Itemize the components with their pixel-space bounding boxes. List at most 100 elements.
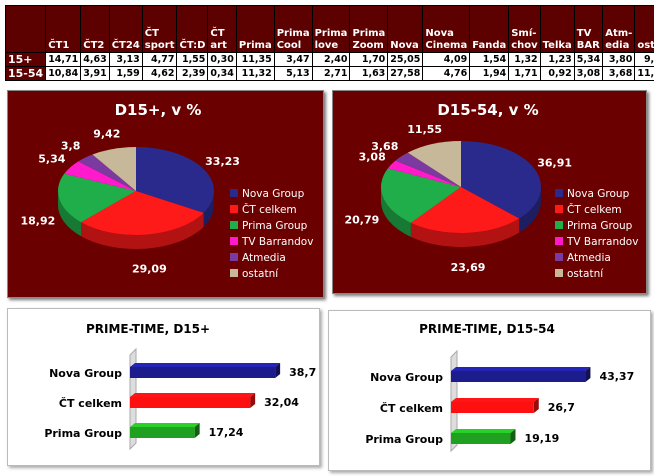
table-cell: 1,70 <box>349 52 389 67</box>
pie-slice <box>92 147 136 191</box>
table-cell: 5,34 <box>573 52 604 67</box>
table-cell: 1,23 <box>539 52 575 67</box>
pie-slice <box>461 141 541 219</box>
table-cell: 4,76 <box>422 66 471 81</box>
pie-slice <box>136 147 215 213</box>
table-cell: 2,39 <box>176 66 209 81</box>
bar <box>451 371 586 382</box>
legend-swatch <box>230 269 238 277</box>
column-header: TV BAR <box>573 5 604 53</box>
table-cell: 4,63 <box>80 52 110 67</box>
bar-side <box>585 367 591 382</box>
column-header: Prima Cool <box>273 5 313 53</box>
pie-slice-side <box>519 187 541 233</box>
column-header: ČT1 <box>45 5 82 53</box>
legend-entry: TV Barrandov <box>241 236 313 248</box>
chart-title: D15+, v % <box>115 101 202 119</box>
table-cell: 2,71 <box>311 66 351 81</box>
bar-top <box>451 367 591 371</box>
pie-slice <box>395 152 461 187</box>
bar-side <box>250 393 256 408</box>
pie-slice <box>410 187 520 233</box>
column-header: Fanda <box>469 5 510 53</box>
ratings-table: ČT1 ČT2 ČT24 ČT sport ČT:D ČT art Prima Prima Cool… <box>4 5 654 81</box>
bar <box>130 427 195 438</box>
column-header: Prima Zoom <box>349 5 389 53</box>
bar-side <box>275 363 281 378</box>
legend-entry: ČT celkem <box>567 203 622 216</box>
bar <box>451 433 511 444</box>
table-cell: 1,94 <box>469 66 510 81</box>
pie-slice-side <box>410 218 520 247</box>
column-header: ČT:D <box>176 5 209 53</box>
category-label: ČT celkem <box>59 397 122 410</box>
bar-top <box>130 393 256 397</box>
table-cell: 27,58 <box>387 66 424 81</box>
pie-slice <box>64 161 136 191</box>
table-cell: 0,30 <box>207 52 237 67</box>
data-label: 23,69 <box>451 261 486 274</box>
chart-title: PRIME-TIME, D15-54 <box>419 322 555 336</box>
table-cell: 11,32 <box>235 66 275 81</box>
data-label: 9,42 <box>93 128 120 141</box>
pie-slice <box>381 168 461 223</box>
legend-entry: ostatní <box>567 268 604 280</box>
table-cell: 1,59 <box>108 66 143 81</box>
pie-slice-side <box>203 191 215 227</box>
legend-entry: ČT celkem <box>242 203 297 216</box>
table-cell: 11,35 <box>235 52 275 67</box>
pie-slice <box>78 154 136 191</box>
pie-slice <box>57 173 136 223</box>
pie-slice-side <box>81 212 204 249</box>
table-cell: 4,77 <box>141 52 178 67</box>
data-label: 18,92 <box>20 215 55 228</box>
table-cell: 3,80 <box>602 52 636 67</box>
data-label: 29,09 <box>132 262 167 275</box>
bar <box>130 397 251 408</box>
column-header: ČT2 <box>80 5 110 53</box>
bar-top <box>451 398 539 402</box>
data-label: 36,91 <box>537 156 572 169</box>
bar-chart-d15plus: PRIME-TIME, D15+ Nova Group 38,7 ČT celkem 3… <box>44 322 316 451</box>
bar <box>451 402 534 413</box>
table-cell: 11,55 <box>634 66 654 81</box>
table-cell: 1,32 <box>508 52 541 67</box>
table-cell: 0,92 <box>539 66 575 81</box>
pie-chart-d15plus: D15+, v % 33,23 29,09 18,92 5,343,8 9,42 Nova … <box>20 101 313 280</box>
table-cell: 1,63 <box>349 66 389 81</box>
data-label: 33,23 <box>205 155 240 168</box>
table-cell: 2,40 <box>311 52 351 67</box>
legend-entry: Nova Group <box>242 188 305 200</box>
bar-top <box>451 429 516 433</box>
column-header: Prima love <box>311 5 351 53</box>
legend-swatch <box>230 189 238 197</box>
table-cell: 3,91 <box>80 66 110 81</box>
table-cell: 0,34 <box>207 66 237 81</box>
legend-entry: Nova Group <box>567 188 630 200</box>
column-header: Atm-edia <box>602 5 636 53</box>
data-label: 38,7 <box>289 366 316 379</box>
column-header: ost. <box>634 5 654 53</box>
column-header: Nova Cinema <box>422 5 471 53</box>
category-label: Nova Group <box>370 371 443 384</box>
table-cell: 10,84 <box>45 66 82 81</box>
data-label: 43,37 <box>599 370 634 383</box>
legend-swatch <box>555 189 563 197</box>
table-cell: 3,47 <box>273 52 313 67</box>
legend-entry: Atmedia <box>567 252 611 264</box>
bar-panel-d15-54: PRIME-TIME, D15-54 Nova Group 43,37 ČT celk… <box>328 310 651 471</box>
bar-chart-d15-54: PRIME-TIME, D15-54 Nova Group 43,37 ČT celk… <box>365 322 634 453</box>
data-label: 20,79 <box>344 214 379 227</box>
bar-side <box>510 429 516 444</box>
data-label: 26,7 <box>548 401 575 414</box>
pie-chart-d15-54: D15-54, v % 36,91 23,69 20,79 3,083,68 11,55 N… <box>344 101 638 280</box>
chart-title: D15-54, v % <box>437 101 538 119</box>
category-label: Prima Group <box>365 433 443 446</box>
table-cell: 3,08 <box>573 66 604 81</box>
table-row: 15-54 10,84 3,91 1,59 4,62 2,39 0,34 11,32 5,13 2… <box>4 66 654 81</box>
legend-swatch <box>555 221 563 229</box>
pie-panel-d15plus: D15+, v % 33,23 29,09 18,92 5,34 3,8 9,42 Nova … <box>7 90 324 298</box>
pie-slice <box>81 191 204 235</box>
row-header: 15+ <box>4 52 47 67</box>
table-cell: 1,71 <box>508 66 541 81</box>
